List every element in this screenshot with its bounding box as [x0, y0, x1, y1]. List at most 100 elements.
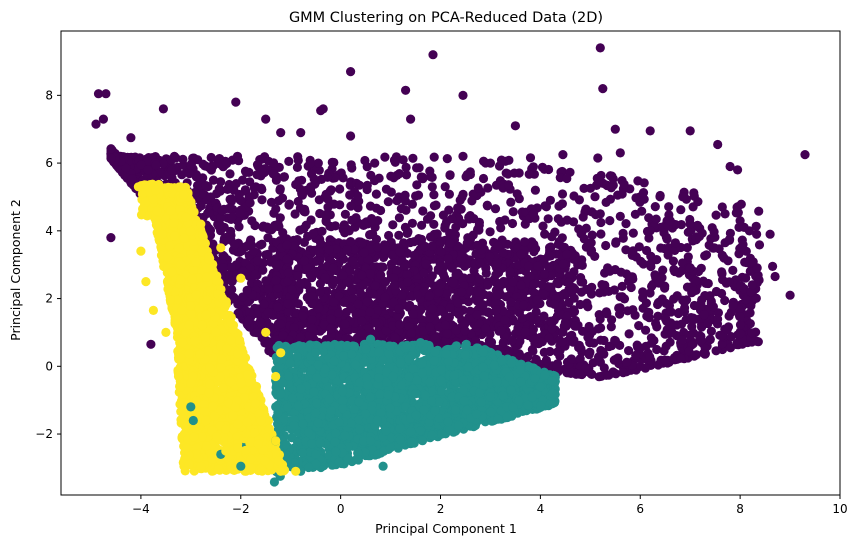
data-point — [204, 162, 214, 172]
data-point — [445, 238, 455, 248]
data-point — [252, 328, 262, 338]
data-point — [442, 329, 452, 339]
data-point — [689, 300, 700, 311]
data-point — [357, 238, 367, 248]
data-point — [276, 319, 286, 329]
data-point — [235, 208, 245, 218]
data-point — [287, 284, 297, 295]
data-point — [490, 204, 501, 214]
data-point — [701, 278, 711, 288]
data-point — [652, 255, 662, 265]
data-point — [650, 202, 660, 212]
data-point — [283, 299, 293, 309]
data-point — [607, 171, 617, 181]
data-point — [546, 251, 556, 261]
data-point — [389, 155, 400, 165]
data-point — [370, 158, 380, 168]
data-point — [316, 238, 326, 248]
data-point — [748, 257, 758, 267]
data-point — [425, 313, 435, 323]
data-point — [346, 237, 356, 247]
data-point — [596, 229, 606, 239]
data-point — [460, 326, 470, 336]
data-point — [362, 184, 372, 195]
data-point — [307, 323, 317, 333]
data-point — [425, 322, 435, 332]
data-point — [539, 347, 549, 357]
data-point — [634, 321, 644, 331]
data-point — [326, 222, 336, 232]
data-point — [728, 301, 738, 311]
data-point — [320, 272, 330, 283]
data-point — [394, 213, 404, 223]
data-point — [663, 250, 673, 260]
data-point — [284, 156, 294, 166]
data-point — [529, 279, 539, 289]
data-point — [475, 258, 485, 268]
data-point — [618, 228, 628, 238]
data-point — [606, 322, 616, 332]
data-point — [723, 256, 733, 266]
data-point — [396, 204, 406, 214]
data-point — [617, 189, 627, 199]
data-point — [544, 333, 554, 343]
data-point — [678, 192, 688, 202]
data-point — [509, 168, 519, 178]
data-point — [505, 266, 515, 277]
data-point — [697, 295, 707, 305]
data-point — [581, 204, 591, 214]
data-point — [315, 287, 325, 297]
data-point — [257, 195, 267, 205]
data-point — [226, 262, 236, 272]
data-point — [496, 223, 506, 233]
data-point — [268, 169, 278, 179]
data-point — [305, 158, 315, 168]
data-point — [371, 318, 381, 328]
data-point — [394, 230, 404, 240]
data-point — [359, 248, 369, 258]
data-point — [413, 290, 423, 300]
data-point — [468, 189, 478, 199]
data-point — [492, 290, 502, 300]
data-point — [593, 324, 603, 334]
data-point — [628, 305, 638, 315]
data-point — [282, 240, 292, 250]
data-point — [445, 170, 455, 180]
data-point — [306, 215, 316, 225]
data-point — [293, 271, 303, 281]
data-point — [660, 283, 670, 293]
data-point — [394, 169, 404, 179]
data-point — [358, 280, 369, 290]
data-point — [308, 229, 318, 239]
data-point — [736, 199, 746, 209]
data-point — [442, 154, 452, 164]
data-point — [442, 289, 452, 299]
data-point — [483, 307, 493, 317]
data-point — [467, 196, 477, 206]
data-point — [177, 170, 187, 180]
data-point — [453, 298, 463, 308]
data-point — [456, 204, 466, 214]
data-point — [539, 269, 550, 279]
points-layer — [91, 43, 810, 487]
data-point — [694, 231, 705, 242]
data-point — [628, 246, 638, 256]
data-point — [618, 368, 628, 378]
data-point — [568, 337, 578, 347]
data-point — [579, 234, 589, 244]
data-point — [271, 275, 281, 285]
data-point — [665, 216, 675, 226]
data-point — [394, 304, 404, 314]
data-point — [381, 184, 391, 194]
data-point — [689, 286, 699, 296]
data-point — [261, 276, 271, 286]
data-point — [283, 307, 294, 317]
data-point — [747, 328, 757, 338]
data-point — [611, 237, 621, 247]
data-point — [293, 196, 303, 207]
data-point — [309, 174, 319, 184]
data-point — [544, 164, 554, 175]
data-point — [429, 152, 439, 162]
data-point — [275, 184, 285, 194]
data-point — [436, 279, 446, 290]
